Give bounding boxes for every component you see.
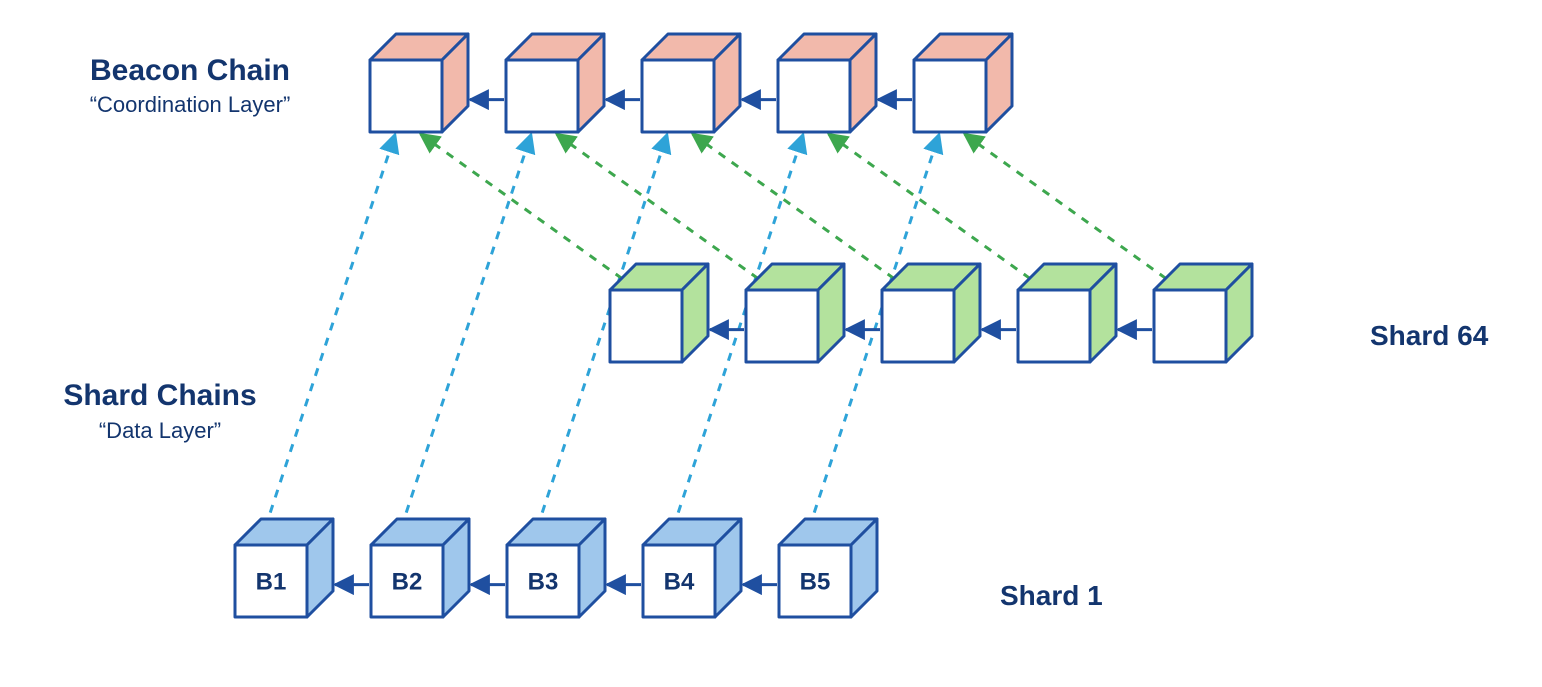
sharding-diagram: B1 B2 B3 B4 B5 Beacon Chain “Coordination Laye… <box>0 0 1542 687</box>
cube-shard1-3: B4 <box>643 519 741 617</box>
label-shard64: Shard 64 <box>1370 320 1489 351</box>
label-shard_chains_subtitle: “Data Layer” <box>99 418 221 443</box>
cube-beacon-3 <box>778 34 876 132</box>
link-shard1-to-beacon <box>260 134 395 543</box>
cube-beacon-0 <box>370 34 468 132</box>
cube-shard64-3 <box>1018 264 1116 362</box>
block-label: B1 <box>256 568 287 595</box>
cube-shard64-2 <box>882 264 980 362</box>
cube-shard64-4 <box>1154 264 1252 362</box>
cube-beacon-1 <box>506 34 604 132</box>
block-label: B4 <box>664 568 695 595</box>
label-shard_chains_title: Shard Chains <box>63 379 256 412</box>
block-label: B5 <box>800 568 831 595</box>
cube-shard1-1: B2 <box>371 519 469 617</box>
cube-shard64-1 <box>746 264 844 362</box>
cube-shard1-0: B1 <box>235 519 333 617</box>
block-label: B2 <box>392 568 423 595</box>
label-beacon_subtitle: “Coordination Layer” <box>90 92 291 117</box>
cube-shard64-0 <box>610 264 708 362</box>
link-shard1-to-beacon <box>396 134 531 543</box>
link-shard64-to-beacon <box>420 134 635 288</box>
cube-shard1-2: B3 <box>507 519 605 617</box>
block-label: B3 <box>528 568 559 595</box>
cube-beacon-4 <box>914 34 1012 132</box>
cube-shard1-4: B5 <box>779 519 877 617</box>
cube-beacon-2 <box>642 34 740 132</box>
label-shard1: Shard 1 <box>1000 580 1103 611</box>
label-beacon_title: Beacon Chain <box>90 54 290 87</box>
